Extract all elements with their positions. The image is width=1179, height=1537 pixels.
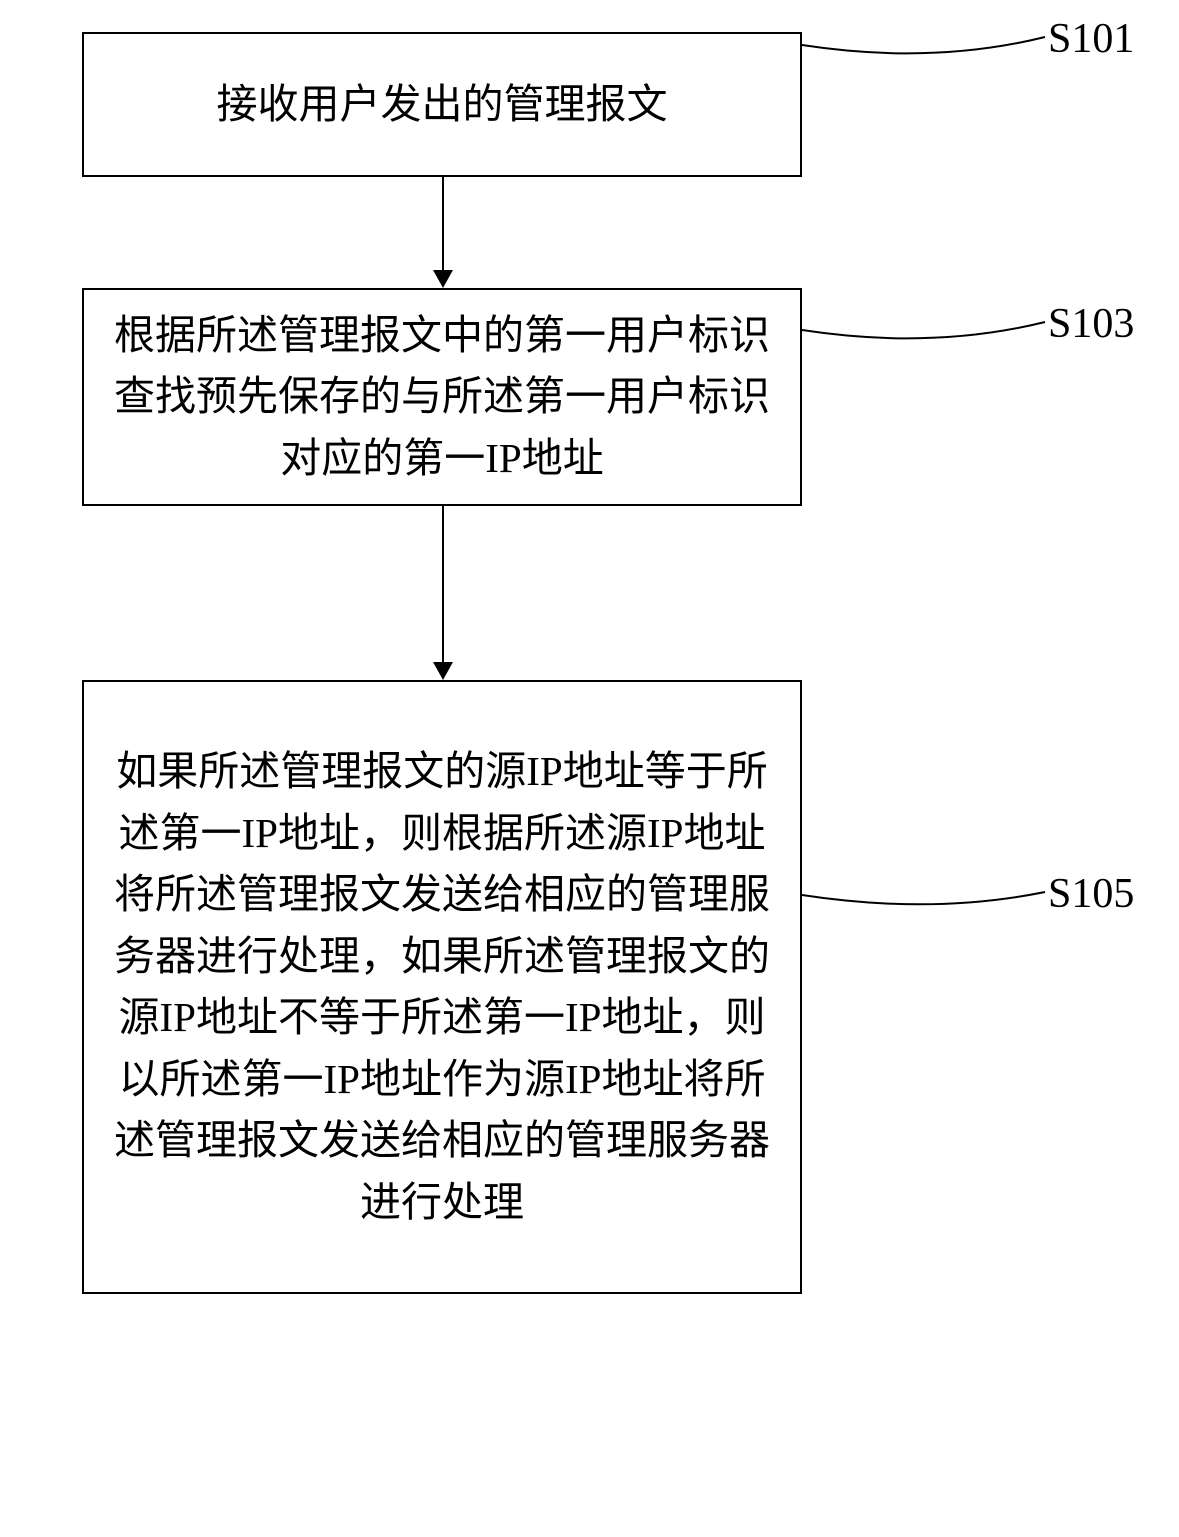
arrowhead-s103-s105 (433, 662, 453, 680)
arrow-s101-s103 (442, 177, 444, 270)
node-s101-text: 接收用户发出的管理报文 (217, 74, 668, 136)
flowchart-node-s101: 接收用户发出的管理报文 (82, 32, 802, 177)
arrow-s103-s105 (442, 506, 444, 662)
flowchart-node-s105: 如果所述管理报文的源IP地址等于所述第一IP地址，则根据所述源IP地址将所述管理… (82, 680, 802, 1294)
connector-s101 (802, 10, 1048, 70)
flowchart-node-s103: 根据所述管理报文中的第一用户标识查找预先保存的与所述第一用户标识对应的第一IP地… (82, 288, 802, 506)
node-s105-text: 如果所述管理报文的源IP地址等于所述第一IP地址，则根据所述源IP地址将所述管理… (104, 741, 780, 1233)
label-s103: S103 (1048, 300, 1134, 348)
node-s103-text: 根据所述管理报文中的第一用户标识查找预先保存的与所述第一用户标识对应的第一IP地… (104, 305, 780, 490)
label-s101: S101 (1048, 15, 1134, 63)
arrowhead-s101-s103 (433, 270, 453, 288)
connector-s103 (802, 295, 1048, 355)
connector-s105 (802, 865, 1048, 925)
flowchart-container: 接收用户发出的管理报文 S101 根据所述管理报文中的第一用户标识查找预先保存的… (0, 0, 1179, 1537)
label-s105: S105 (1048, 870, 1134, 918)
